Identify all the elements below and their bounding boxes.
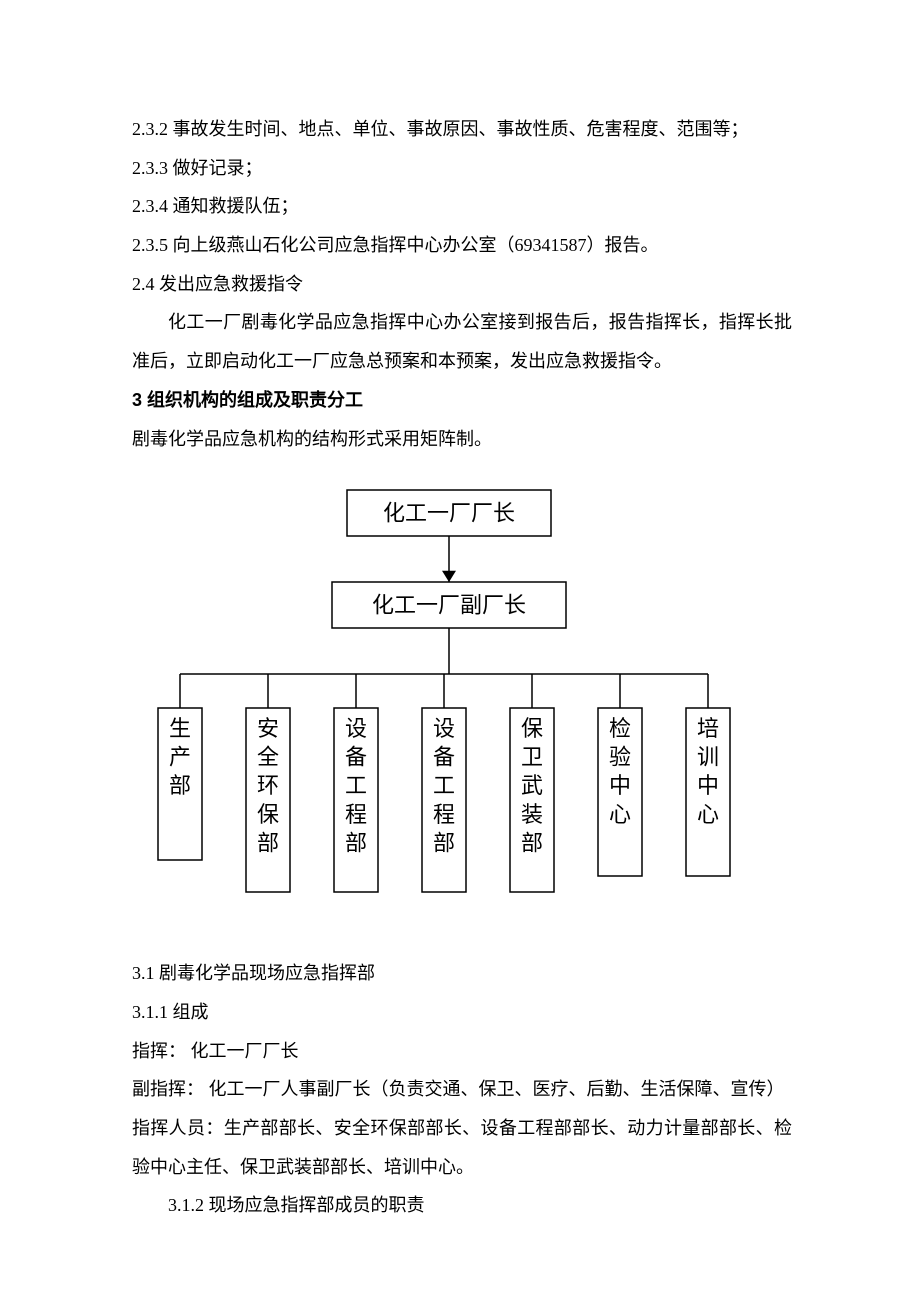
para-233: 2.3.3 做好记录； <box>132 149 792 188</box>
svg-text:设备工程部: 设备工程部 <box>433 716 455 855</box>
org-chart: 化工一厂厂长化工一厂副厂长生产部安全环保部设备工程部设备工程部保卫武装部检验中心… <box>132 486 792 914</box>
para-24: 2.4 发出应急救援指令 <box>132 265 792 304</box>
para-31: 3.1 剧毒化学品现场应急指挥部 <box>132 954 792 993</box>
para-deputy: 副指挥： 化工一厂人事副厂长（负责交通、保卫、医疗、后勤、生活保障、宣传） <box>132 1070 792 1109</box>
svg-text:生产部: 生产部 <box>169 716 191 798</box>
para-311: 3.1.1 组成 <box>132 993 792 1032</box>
para-232: 2.3.2 事故发生时间、地点、单位、事故原因、事故性质、危害程度、范围等； <box>132 110 792 149</box>
para-24-body: 化工一厂剧毒化学品应急指挥中心办公室接到报告后，报告指挥长，指挥长批准后，立即启… <box>132 303 792 380</box>
svg-text:保卫武装部: 保卫武装部 <box>521 716 543 855</box>
para-staff: 指挥人员：生产部部长、安全环保部部长、设备工程部部长、动力计量部部长、检验中心主… <box>132 1109 792 1186</box>
heading-3: 3 组织机构的组成及职责分工 <box>132 381 792 420</box>
para-312: 3.1.2 现场应急指挥部成员的职责 <box>132 1186 792 1225</box>
para-commander: 指挥： 化工一厂厂长 <box>132 1032 792 1071</box>
para-3-intro: 剧毒化学品应急机构的结构形式采用矩阵制。 <box>132 420 792 459</box>
para-235: 2.3.5 向上级燕山石化公司应急指挥中心办公室（69341587）报告。 <box>132 226 792 265</box>
svg-text:化工一厂厂长: 化工一厂厂长 <box>383 501 515 526</box>
svg-text:化工一厂副厂长: 化工一厂副厂长 <box>372 593 526 618</box>
svg-text:设备工程部: 设备工程部 <box>345 716 367 855</box>
svg-text:安全环保部: 安全环保部 <box>257 716 279 855</box>
para-234: 2.3.4 通知救援队伍； <box>132 187 792 226</box>
